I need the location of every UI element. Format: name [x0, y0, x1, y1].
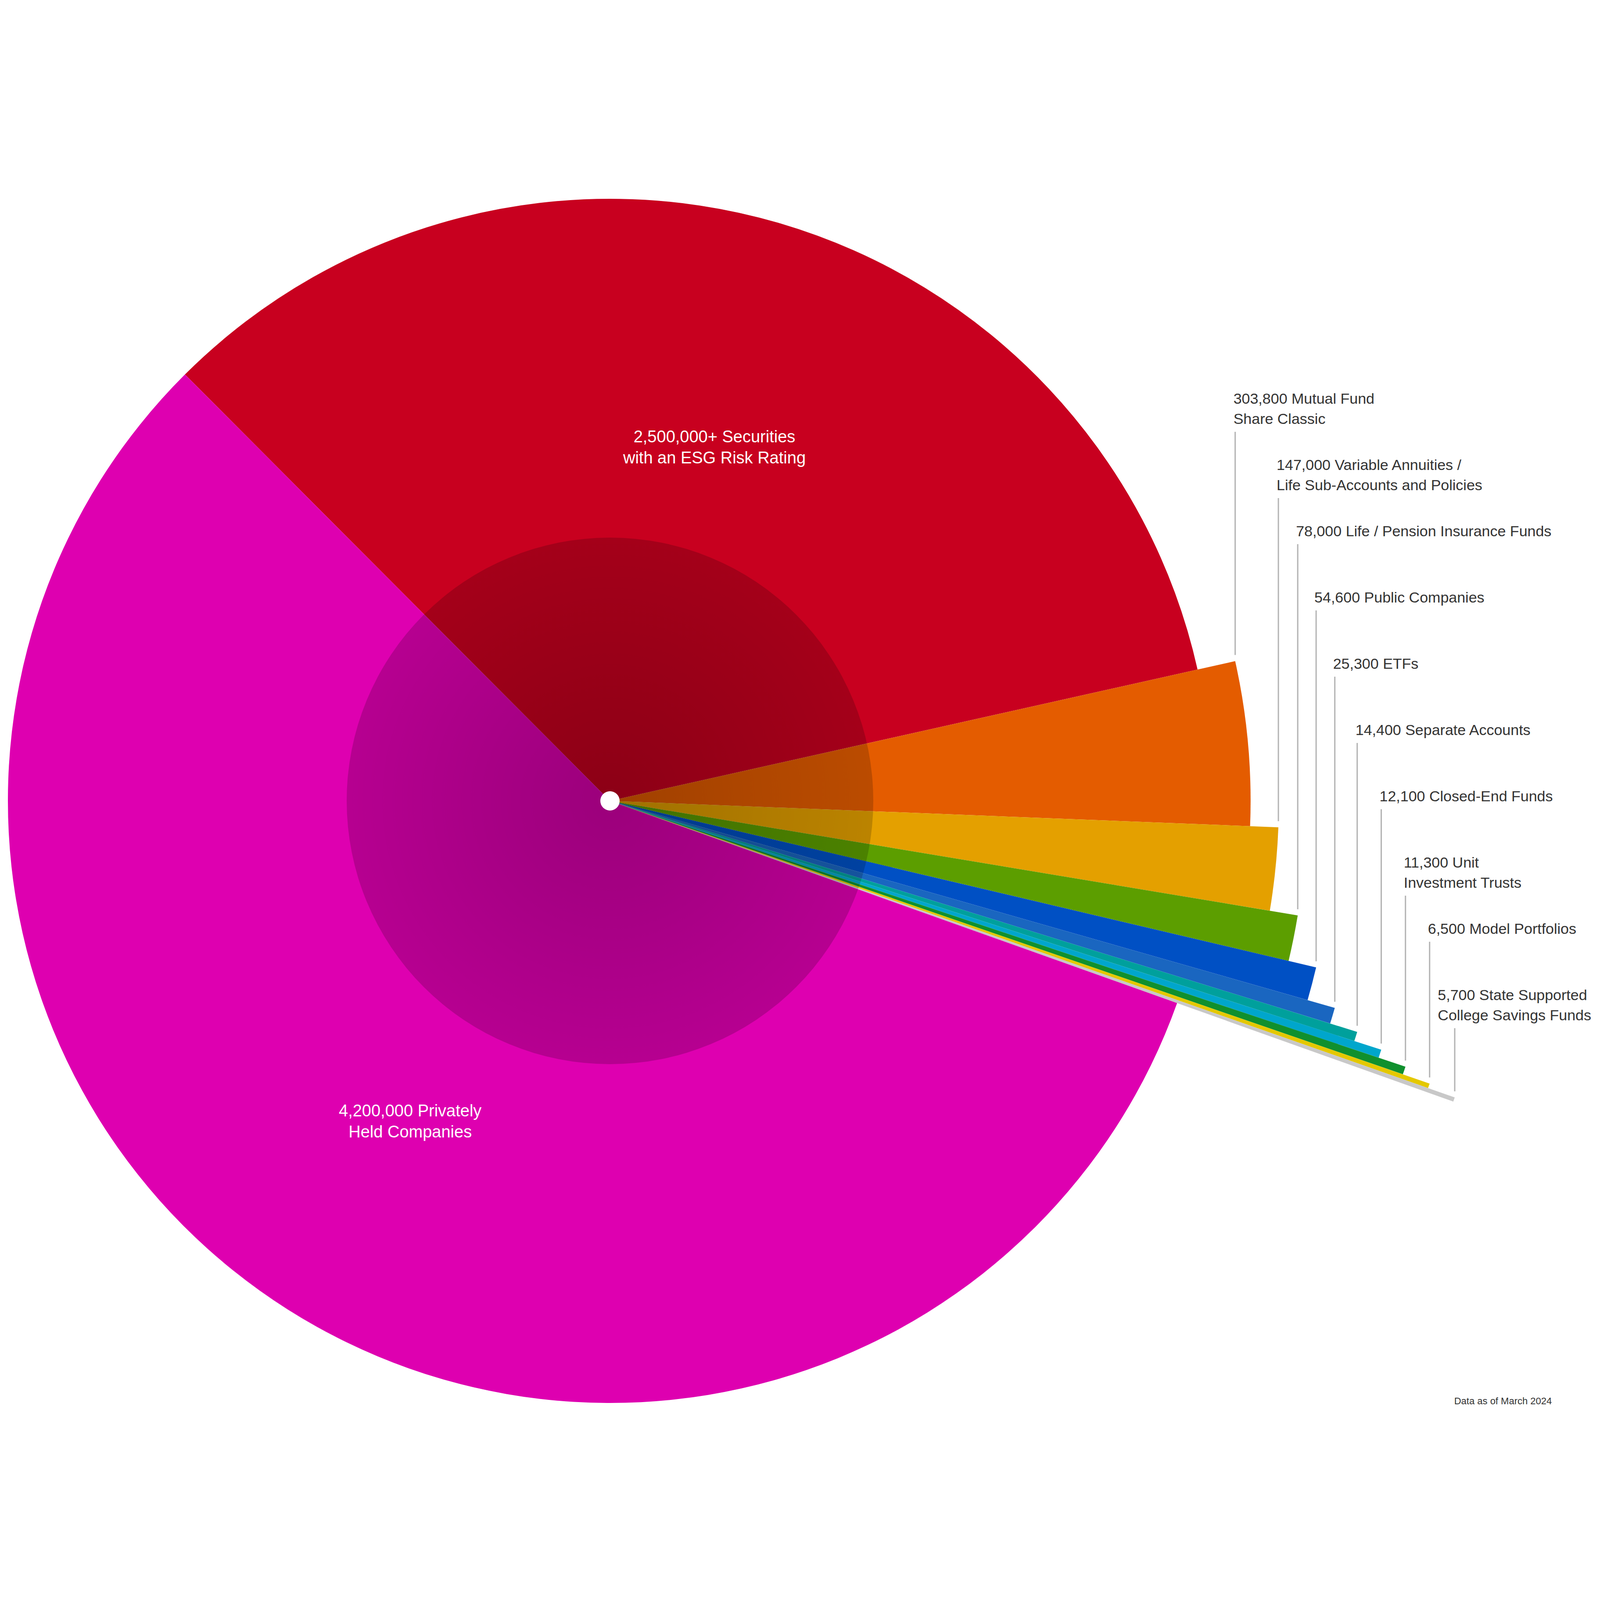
data-label: 11,300 UnitInvestment Trusts — [1403, 853, 1522, 891]
data-label: 78,000 Life / Pension Insurance Funds — [1295, 522, 1552, 540]
leader-line — [1297, 544, 1299, 910]
data-label: 303,800 Mutual FundShare Classic — [1233, 390, 1375, 427]
slices — [7, 198, 1455, 1403]
leader-line — [1356, 742, 1358, 1026]
chart: 2,500,000+ Securitieswith an ESG Risk Ra… — [0, 0, 1600, 1600]
labels: 2,500,000+ Securitieswith an ESG Risk Ra… — [338, 390, 1592, 1141]
data-label: 147,000 Variable Annuities /Life Sub-Acc… — [1276, 456, 1483, 494]
leader-line — [1234, 431, 1236, 656]
inner-shade — [346, 537, 874, 1065]
data-label: 54,600 Public Companies — [1314, 588, 1485, 606]
leader-line — [1315, 610, 1317, 962]
pie-slice — [7, 374, 1177, 1403]
leader-line — [1277, 498, 1280, 822]
center-dot — [600, 791, 620, 811]
leader-line — [1428, 941, 1431, 1078]
data-label: 4,200,000 PrivatelyHeld Companies — [338, 1101, 482, 1141]
leader-line — [1404, 895, 1407, 1061]
data-label: 12,100 Closed-End Funds — [1379, 787, 1553, 805]
leader-line — [1380, 809, 1382, 1044]
data-label: 25,300 ETFs — [1333, 655, 1419, 672]
background — [0, 0, 1600, 1600]
leader-line — [1453, 1028, 1456, 1092]
data-label: 6,500 Model Portfolios — [1427, 920, 1577, 937]
data-label: 2,500,000+ Securitieswith an ESG Risk Ra… — [622, 427, 806, 467]
data-label: 14,400 Separate Accounts — [1355, 721, 1531, 739]
data-label: 5,700 State SupportedCollege Savings Fun… — [1437, 986, 1592, 1024]
leader-line — [1334, 676, 1336, 1002]
annotation: Data as of March 2024 — [1454, 1395, 1553, 1407]
